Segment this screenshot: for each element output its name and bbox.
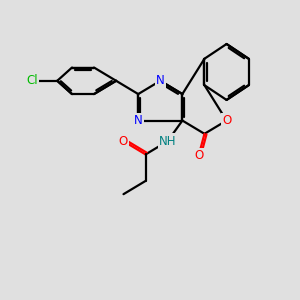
Text: O: O — [119, 135, 128, 148]
Text: O: O — [194, 149, 203, 162]
Text: NH: NH — [159, 135, 176, 148]
Text: N: N — [134, 114, 142, 127]
Text: N: N — [156, 74, 165, 87]
Text: O: O — [222, 114, 231, 127]
Text: Cl: Cl — [26, 74, 38, 87]
